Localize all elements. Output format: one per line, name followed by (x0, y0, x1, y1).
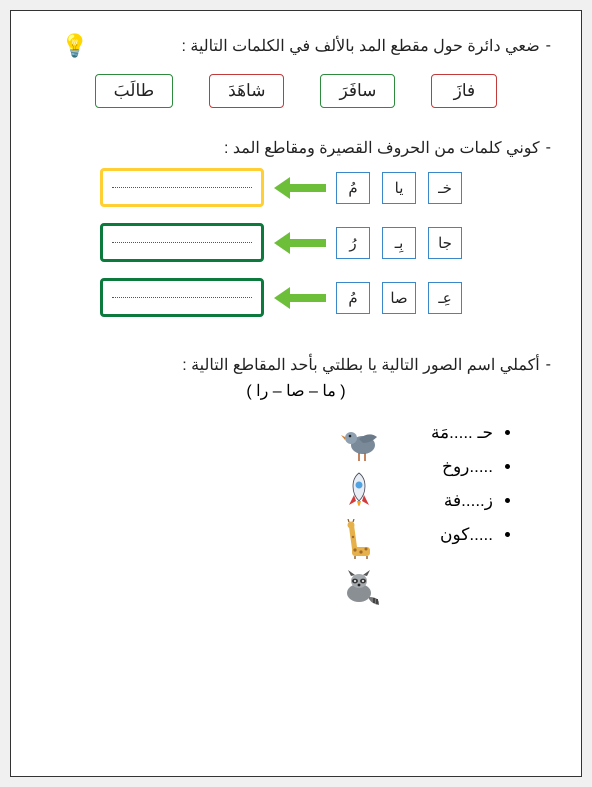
word-box[interactable]: سافَرَ (320, 74, 395, 108)
task-3-content: حـ .....مَة .....روخ ز.....فة .....كون (41, 423, 551, 607)
fill-item[interactable]: ز.....فة (431, 491, 493, 511)
letter-box[interactable]: خـ (428, 172, 462, 204)
task-3-icons (337, 423, 381, 607)
letter-box[interactable]: صا (382, 282, 416, 314)
letter-boxes: جا بِـ رُ (336, 227, 462, 259)
task-3-prompt: أكملي اسم الصور التالية يا بطلتي بأحد ال… (182, 355, 539, 375)
task-1-prompt: ضعي دائرة حول مقطع المد بالألف في الكلما… (181, 36, 539, 56)
dotted-line (112, 297, 252, 298)
fill-item[interactable]: حـ .....مَة (431, 423, 493, 443)
letter-box[interactable]: رُ (336, 227, 370, 259)
letter-boxes: خـ يا مُ (336, 172, 462, 204)
answer-box[interactable] (100, 168, 264, 207)
worksheet-page: 💡 - ضعي دائرة حول مقطع المد بالألف في ال… (10, 10, 582, 777)
dotted-line (112, 242, 252, 243)
arrow-icon (274, 287, 326, 309)
letter-box[interactable]: عِـ (428, 282, 462, 314)
word-box[interactable]: شاهَدَ (209, 74, 284, 108)
word-box[interactable]: طالَبَ (95, 74, 174, 108)
task-2-rows: خـ يا مُ جا بِـ رُ عِـ صا مُ (41, 168, 551, 317)
dash: - (546, 139, 551, 157)
dash: - (546, 356, 551, 374)
letter-boxes: عِـ صا مُ (336, 282, 462, 314)
task-1: - ضعي دائرة حول مقطع المد بالألف في الكل… (41, 36, 551, 108)
answer-box[interactable] (100, 278, 264, 317)
build-row: جا بِـ رُ (100, 223, 462, 262)
fill-item[interactable]: .....كون (431, 525, 493, 545)
task-3: - أكملي اسم الصور التالية يا بطلتي بأحد … (41, 355, 551, 607)
task-3-prompt-line: - أكملي اسم الصور التالية يا بطلتي بأحد … (41, 355, 551, 375)
pigeon-icon (337, 423, 381, 463)
dash: - (546, 37, 551, 55)
raccoon-icon (337, 567, 381, 607)
letter-box[interactable]: يا (382, 172, 416, 204)
task-3-options: ( ما – صا – را ) (41, 381, 551, 401)
word-box[interactable]: فازَ (431, 74, 497, 108)
letter-box[interactable]: بِـ (382, 227, 416, 259)
task-1-prompt-line: - ضعي دائرة حول مقطع المد بالألف في الكل… (41, 36, 551, 56)
arrow-icon (274, 232, 326, 254)
lightbulb-icon: 💡 (61, 33, 88, 59)
task-2-prompt: كوني كلمات من الحروف القصيرة ومقاطع المد… (224, 138, 540, 158)
task-3-items: حـ .....مَة .....روخ ز.....فة .....كون (431, 423, 511, 545)
letter-box[interactable]: مُ (336, 282, 370, 314)
fill-item[interactable]: .....روخ (431, 457, 493, 477)
giraffe-icon (337, 519, 381, 559)
build-row: خـ يا مُ (100, 168, 462, 207)
answer-box[interactable] (100, 223, 264, 262)
task-2: - كوني كلمات من الحروف القصيرة ومقاطع ال… (41, 138, 551, 317)
letter-box[interactable]: جا (428, 227, 462, 259)
arrow-icon (274, 177, 326, 199)
task-1-words: فازَ سافَرَ شاهَدَ طالَبَ (41, 74, 551, 108)
letter-box[interactable]: مُ (336, 172, 370, 204)
dotted-line (112, 187, 252, 188)
task-2-prompt-line: - كوني كلمات من الحروف القصيرة ومقاطع ال… (41, 138, 551, 158)
build-row: عِـ صا مُ (100, 278, 462, 317)
rocket-icon (337, 471, 381, 511)
